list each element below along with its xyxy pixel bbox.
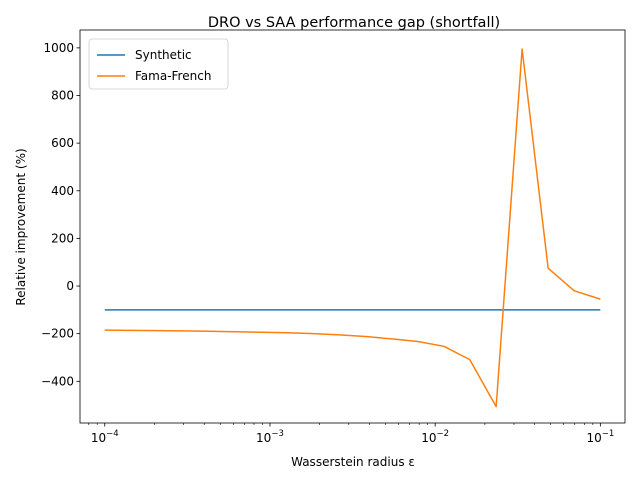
y-tick-label: 800: [51, 89, 74, 103]
plot-frame: [79, 29, 626, 424]
legend-label: Fama-French: [135, 69, 211, 83]
x-axis: 10−4 10−3 10−2 10−1: [88, 423, 614, 445]
y-tick-label: 1000: [43, 41, 74, 55]
x-tick-label: 10−2: [421, 429, 449, 445]
chart-title: DRO vs SAA performance gap (shortfall): [208, 15, 500, 31]
series-line-2: [104, 48, 601, 408]
y-axis-label: Relative improvement (%): [14, 148, 28, 305]
legend: Synthetic Fama-French: [88, 38, 229, 90]
y-tick-label: −200: [41, 327, 74, 341]
y-axis: −400 −200 0 200 400 600 800 1000: [41, 41, 80, 388]
plot-lines: [104, 48, 601, 408]
legend-label: Synthetic: [135, 48, 192, 62]
y-tick-label: −400: [41, 374, 74, 388]
x-tick-label: 10−4: [91, 429, 119, 445]
x-tick-label: 10−1: [586, 429, 614, 445]
y-tick-label: 0: [66, 279, 74, 293]
x-axis-label: Wasserstein radius ε: [291, 455, 415, 469]
x-tick-label: 10−3: [256, 429, 284, 445]
y-tick-label: 200: [51, 231, 74, 245]
y-tick-label: 400: [51, 184, 74, 198]
y-tick-label: 600: [51, 136, 74, 150]
